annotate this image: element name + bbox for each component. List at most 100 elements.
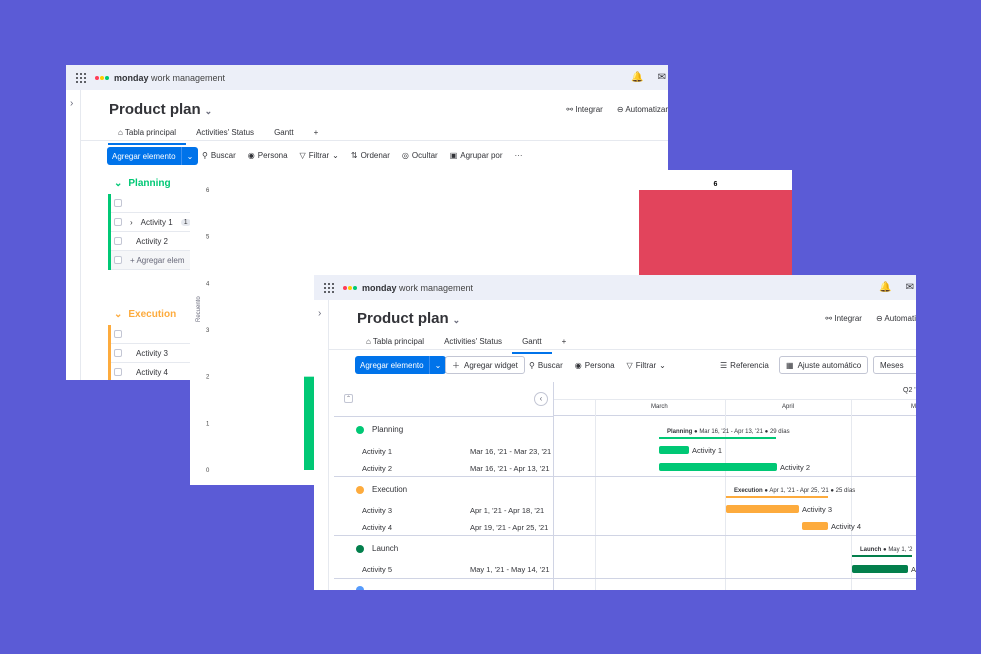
integrate-button[interactable]: ⚯ Integrar: [566, 105, 603, 114]
y-tick-label: 3: [206, 328, 210, 334]
gantt-left-pane: ⌃ ‹ Planning Activity 1 Mar 16, '21 - Ma…: [334, 382, 554, 590]
add-item-row[interactable]: + Agregar elem: [108, 251, 198, 270]
view-tabs: ⌂ Tabla principal Activities' Status Gan…: [356, 333, 576, 354]
eye-off-icon: ◎: [401, 151, 409, 160]
inbox-icon[interactable]: ✉: [657, 72, 666, 83]
page-title[interactable]: Product plan ⌄: [357, 310, 461, 327]
more-options-button[interactable]: ···: [514, 151, 523, 160]
expand-sidebar-icon[interactable]: ›: [318, 308, 322, 319]
row-name[interactable]: Activity 3: [136, 348, 169, 358]
y-axis-label: Recuento: [196, 296, 202, 322]
y-tick-label: 5: [206, 235, 210, 241]
filter-button[interactable]: ▽ Filtrar ⌄: [299, 151, 339, 160]
apps-grid-icon[interactable]: [324, 282, 334, 293]
row-checkbox[interactable]: [114, 349, 122, 357]
sort-button[interactable]: ⇅ Ordenar: [350, 151, 390, 160]
gantt-group-launch[interactable]: Launch: [356, 544, 398, 553]
group-planning: › Activity 1 1 Activity 2 + Agregar elem: [108, 194, 198, 270]
gantt-row-name[interactable]: Activity 3: [362, 506, 393, 515]
plug-icon: ⚯: [825, 314, 833, 323]
divider: [334, 535, 553, 536]
person-button[interactable]: ◉ Persona: [574, 361, 615, 370]
search-button[interactable]: ⚲ Buscar: [529, 361, 563, 370]
gantt-chart: ⌃ ‹ Planning Activity 1 Mar 16, '21 - Ma…: [334, 382, 916, 590]
table-row[interactable]: › Activity 1 1: [108, 213, 198, 232]
group-by-button[interactable]: ▣ Agrupar por: [449, 151, 503, 160]
select-all-checkbox[interactable]: [114, 330, 122, 338]
add-widget-button[interactable]: ＋ Agregar widget: [445, 356, 525, 374]
board-toolbar: ⚲ Buscar ◉ Persona ▽ Filtrar ⌄ ⇅ Ordenar ◎ Oc…: [202, 151, 523, 160]
gantt-bar-label: Activity 2: [780, 463, 811, 472]
expand-sidebar-icon[interactable]: ›: [70, 98, 74, 109]
reference-icon: ☰: [720, 361, 728, 370]
gantt-bar[interactable]: [659, 463, 777, 471]
tab-main-table[interactable]: ⌂ Tabla principal: [366, 337, 425, 346]
tab-gantt[interactable]: Gantt: [274, 128, 294, 137]
gantt-bar[interactable]: [726, 505, 799, 513]
group-title-execution[interactable]: ⌄ Execution: [114, 309, 177, 320]
gantt-bar[interactable]: [802, 522, 828, 530]
auto-fit-button[interactable]: ▦ Ajuste automático: [779, 356, 869, 374]
gantt-bar[interactable]: [659, 446, 689, 454]
apps-grid-icon[interactable]: [76, 72, 86, 83]
gantt-bar[interactable]: [852, 565, 908, 573]
group-title-planning[interactable]: ⌄ Planning: [114, 178, 171, 189]
add-item-input[interactable]: + Agregar elem: [130, 255, 185, 265]
inbox-icon[interactable]: ✉: [905, 282, 914, 293]
chevron-down-icon[interactable]: ⌄: [114, 178, 123, 189]
collapse-icon[interactable]: ⌃: [344, 394, 353, 403]
integrate-button[interactable]: ⚯ Integrar: [825, 314, 862, 323]
timescale-select[interactable]: Meses: [873, 356, 916, 374]
search-button[interactable]: ⚲ Buscar: [202, 151, 236, 160]
table-row[interactable]: Activity 3: [108, 344, 198, 363]
row-checkbox[interactable]: [114, 218, 122, 226]
chevron-down-icon[interactable]: ⌄: [452, 315, 461, 325]
chevron-down-icon[interactable]: ⌄: [434, 360, 442, 370]
divider: [334, 476, 553, 477]
group-summary-bar[interactable]: [659, 437, 776, 439]
gantt-group-planning[interactable]: Planning: [356, 425, 403, 434]
table-row[interactable]: Activity 4: [108, 363, 198, 380]
gantt-row-name[interactable]: Activity 4: [362, 523, 393, 532]
reference-button[interactable]: ☰ Referencia: [720, 361, 769, 370]
gantt-row-name[interactable]: Activity 1: [362, 447, 393, 456]
row-name[interactable]: Activity 4: [136, 367, 169, 377]
group-summary-execution: Execution ● Apr 1, '21 - Apr 25, '21 ● 2…: [734, 488, 856, 494]
add-item-button[interactable]: Agregar elemento ⌄: [355, 356, 447, 374]
row-checkbox[interactable]: [114, 368, 122, 376]
hide-button[interactable]: ◎ Ocultar: [401, 151, 438, 160]
group-icon: ▣: [449, 151, 458, 160]
gantt-row-dates: Mar 16, '21 - Mar 23, '21: [470, 447, 552, 456]
row-name[interactable]: Activity 1: [140, 217, 173, 227]
automate-button[interactable]: ⊖ Automatizar: [616, 105, 668, 114]
gantt-row-name[interactable]: Activity 5: [362, 565, 393, 574]
chevron-down-icon[interactable]: ⌄: [186, 151, 194, 161]
row-checkbox[interactable]: [114, 237, 122, 245]
tab-gantt[interactable]: Gantt: [512, 333, 552, 354]
filter-button[interactable]: ▽ Filtrar ⌄: [626, 361, 666, 370]
bell-icon[interactable]: 🔔: [631, 72, 644, 83]
chevron-right-icon[interactable]: ›: [130, 217, 133, 227]
gantt-row-name[interactable]: Activity 2: [362, 464, 393, 473]
person-button[interactable]: ◉ Persona: [247, 151, 288, 160]
table-row[interactable]: Activity 2: [108, 232, 198, 251]
chevron-down-icon[interactable]: ⌄: [114, 309, 123, 320]
tab-activities-status[interactable]: Activities' Status: [444, 337, 503, 346]
row-name[interactable]: Activity 2: [136, 236, 169, 246]
tab-main-table[interactable]: ⌂ Tabla principal: [108, 124, 187, 145]
add-view-button[interactable]: +: [561, 337, 567, 346]
grid-line: [725, 399, 726, 590]
page-title[interactable]: Product plan ⌄: [109, 101, 213, 118]
add-item-button[interactable]: Agregar elemento ⌄: [107, 147, 199, 165]
select-all-checkbox[interactable]: [114, 199, 122, 207]
automate-button[interactable]: ⊖ Automati: [875, 314, 916, 323]
bell-icon[interactable]: 🔔: [879, 282, 892, 293]
subitem-count-badge: 1: [180, 218, 191, 226]
add-view-button[interactable]: +: [313, 128, 319, 137]
chevron-down-icon[interactable]: ⌄: [204, 106, 213, 116]
chevron-left-icon[interactable]: ‹: [534, 392, 548, 406]
tab-activities-status[interactable]: Activities' Status: [196, 128, 255, 137]
gantt-group-execution[interactable]: Execution: [356, 485, 407, 494]
group-summary-bar[interactable]: [852, 555, 912, 557]
group-summary-bar[interactable]: [726, 496, 828, 498]
